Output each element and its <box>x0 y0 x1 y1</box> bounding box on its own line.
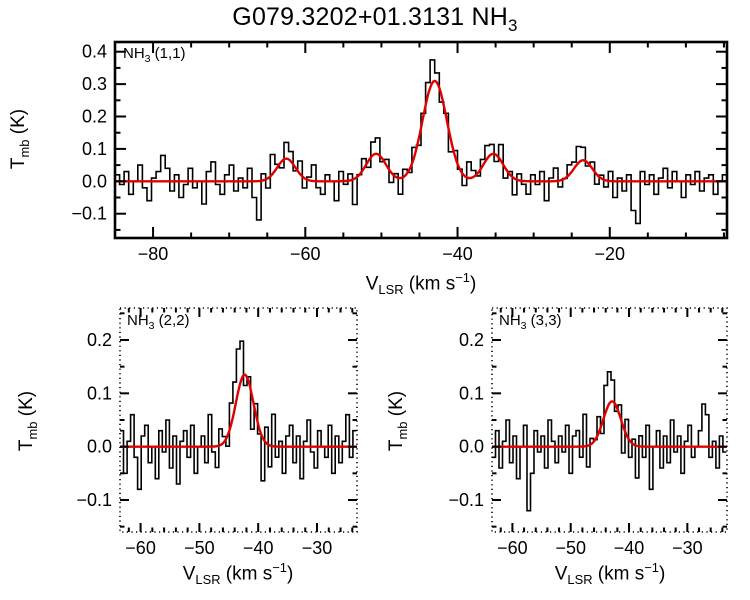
svg-text:−60: −60 <box>290 244 321 264</box>
svg-text:0.1: 0.1 <box>87 383 112 403</box>
x-axis-title-units: (km s <box>592 563 645 585</box>
page-title-subscript: 3 <box>508 16 518 35</box>
panel-label-subscript: 3 <box>520 320 527 332</box>
x-axis-title-subscript: LSR <box>567 572 593 588</box>
svg-text:−30: −30 <box>302 538 333 558</box>
x-axis-title-symbol: V <box>182 563 196 585</box>
svg-text:−60: −60 <box>497 538 528 558</box>
x-axis-title-close: ) <box>469 273 477 295</box>
spectrum-plot-nh3-11: −80 −60 −40 −20 −0.1 0.0 0.1 0.2 0.3 0.4 <box>71 40 729 264</box>
panel-label-quantum-numbers: (2,2) <box>154 312 190 329</box>
spectrum-plot-nh3-22: −60 −50 −40 −30 −0.1 0.0 0.1 0.2 <box>76 307 358 558</box>
y-axis-title-bottom-left: Tmb (K) <box>16 321 40 521</box>
page-title: G079.3202+01.3131 NH3 <box>0 3 750 36</box>
svg-text:0.0: 0.0 <box>459 437 484 457</box>
x-axis-title-subscript: LSR <box>195 572 221 588</box>
svg-text:−0.1: −0.1 <box>448 490 484 510</box>
panel-label-text: NH <box>123 45 145 62</box>
svg-text:−20: −20 <box>595 244 626 264</box>
svg-text:−0.1: −0.1 <box>76 490 112 510</box>
panel-label-quantum-numbers: (1,1) <box>150 45 186 62</box>
svg-text:0.1: 0.1 <box>82 139 107 159</box>
spectrum-panel-nh3-33: −60 −50 −40 −30 −0.1 0.0 0.1 0.2 NH3 (3,3) <box>427 298 747 560</box>
panel-label-nh3-22: NH3 (2,2) <box>127 312 190 332</box>
svg-text:0.0: 0.0 <box>87 437 112 457</box>
svg-text:0.2: 0.2 <box>87 330 112 350</box>
y-axis-title-units: (K) <box>16 390 37 422</box>
svg-text:0.0: 0.0 <box>82 171 107 191</box>
panel-label-nh3-11: NH3 (1,1) <box>123 45 186 65</box>
spectrum-plot-nh3-33: −60 −50 −40 −30 −0.1 0.0 0.1 0.2 <box>448 307 728 558</box>
svg-text:−60: −60 <box>125 538 156 558</box>
y-axis-title-bottom-right: Tmb (K) <box>386 321 410 521</box>
panel-label-text: NH <box>127 312 149 329</box>
y-axis-title-symbol: T <box>8 157 29 170</box>
svg-text:−40: −40 <box>442 244 473 264</box>
y-axis-title-subscript: mb <box>16 139 32 158</box>
svg-text:0.2: 0.2 <box>459 330 484 350</box>
svg-text:0.1: 0.1 <box>459 383 484 403</box>
x-axis-title-exponent: −1 <box>272 560 287 575</box>
y-axis-title-subscript: mb <box>24 421 40 440</box>
x-axis-title-subscript: LSR <box>378 282 404 298</box>
x-axis-title-top: VLSR (km s−1) <box>271 270 571 297</box>
x-axis-title-exponent: −1 <box>455 270 470 285</box>
svg-text:0.4: 0.4 <box>82 42 107 62</box>
panel-label-nh3-33: NH3 (3,3) <box>499 312 562 332</box>
page-title-text: G079.3202+01.3131 NH <box>232 3 509 31</box>
panel-label-subscript: 3 <box>148 320 155 332</box>
svg-text:−40: −40 <box>243 538 274 558</box>
svg-text:0.2: 0.2 <box>82 107 107 127</box>
y-axis-title-symbol: T <box>16 439 37 452</box>
x-axis-title-bottom-right: VLSR (km s−1) <box>460 560 750 587</box>
panel-label-subscript: 3 <box>144 53 151 65</box>
y-axis-title-units: (K) <box>8 108 29 140</box>
panel-label-text: NH <box>499 312 521 329</box>
x-axis-title-bottom-left: VLSR (km s−1) <box>88 560 388 587</box>
svg-text:−40: −40 <box>614 538 645 558</box>
y-axis-title-top: Tmb (K) <box>8 39 32 239</box>
x-axis-title-symbol: V <box>554 563 568 585</box>
x-axis-title-symbol: V <box>365 273 379 295</box>
x-axis-title-units: (km s <box>220 563 273 585</box>
svg-text:0.3: 0.3 <box>82 74 107 94</box>
y-axis-title-symbol: T <box>386 439 407 452</box>
x-axis-title-close: ) <box>286 563 294 585</box>
x-axis-title-close: ) <box>658 563 666 585</box>
spectrum-panel-nh3-22: −60 −50 −40 −30 −0.1 0.0 0.1 0.2 NH3 (2,2) <box>55 298 375 560</box>
svg-text:−50: −50 <box>555 538 586 558</box>
x-axis-title-units: (km s <box>403 273 456 295</box>
spectrum-panel-nh3-11: −80 −60 −40 −20 −0.1 0.0 0.1 0.2 0.3 0.4 NH3 (1,1… <box>50 34 740 269</box>
svg-text:−0.1: −0.1 <box>71 204 107 224</box>
y-axis-title-subscript: mb <box>394 421 410 440</box>
y-axis-title-units: (K) <box>386 390 407 422</box>
panel-label-quantum-numbers: (3,3) <box>526 312 562 329</box>
svg-text:−80: −80 <box>138 244 169 264</box>
svg-text:−30: −30 <box>672 538 703 558</box>
svg-text:−50: −50 <box>184 538 215 558</box>
x-axis-title-exponent: −1 <box>644 560 659 575</box>
